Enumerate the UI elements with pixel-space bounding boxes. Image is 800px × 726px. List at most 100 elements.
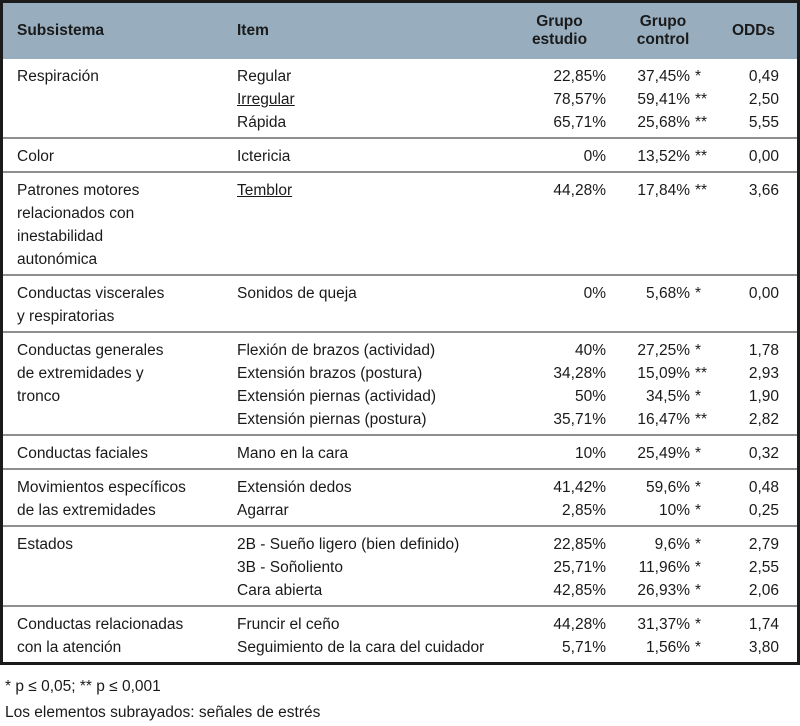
odds-value: 0,00 (748, 285, 779, 302)
significance-stars: * (695, 342, 702, 359)
odds-value: 0,48 (748, 479, 779, 496)
table-section: Color Ictericia 0% 13,52% ** 0,00 (3, 137, 797, 171)
table-section: Movimientos específicos de las extremida… (3, 468, 797, 525)
table-body: Respiración Regular 22,85% 37,45% * 0,49… (3, 59, 797, 662)
significance-stars: * (695, 559, 702, 576)
table-header-row: Subsistema Item Grupo estudio Grupo cont… (3, 3, 797, 59)
grupo-control-value: 1,56% (646, 639, 690, 656)
column-header-grupo-control: Grupo control (636, 13, 690, 48)
significance-stars: ** (695, 411, 708, 428)
odds-value: 2,93 (748, 365, 779, 382)
table-row: Sonidos de queja 0% 5,68% * 0,00 (223, 282, 797, 305)
grupo-estudio-value: 35,71% (553, 411, 606, 428)
item-label: Extensión brazos (postura) (237, 365, 423, 382)
section-rows: Extensión dedos 41,42% 59,6% * 0,48 Agar… (223, 476, 797, 522)
grupo-estudio-value: 5,71% (562, 639, 606, 656)
grupo-estudio-value: 50% (574, 388, 606, 405)
section-rows: Temblor 44,28% 17,84% ** 3,66 (223, 179, 797, 271)
subsystem-label: Respiración (17, 68, 99, 85)
item-label: Extensión piernas (postura) (237, 411, 427, 428)
section-rows: Regular 22,85% 37,45% * 0,49 Irregular 7… (223, 65, 797, 134)
odds-value: 0,25 (748, 502, 779, 519)
column-header-grupo-estudio: Grupo estudio (531, 13, 588, 48)
significance-stars: * (695, 388, 702, 405)
grupo-control-value: 15,09% (637, 365, 690, 382)
table-row: Extensión dedos 41,42% 59,6% * 0,48 (223, 476, 797, 499)
item-label: Regular (237, 68, 292, 85)
item-label: Cara abierta (237, 582, 323, 599)
table-row: Agarrar 2,85% 10% * 0,25 (223, 499, 797, 522)
table-section: Conductas generales de extremidades y tr… (3, 331, 797, 434)
subsystem-label: Patrones motores relacionados con inesta… (17, 182, 140, 268)
table-section: Conductas relacionadas con la atención F… (3, 605, 797, 662)
item-label: Ictericia (237, 148, 291, 165)
significance-stars: ** (695, 91, 708, 108)
item-label: Fruncir el ceño (237, 616, 340, 633)
grupo-estudio-value: 34,28% (553, 365, 606, 382)
grupo-control-value: 9,6% (654, 536, 690, 553)
table-section: Respiración Regular 22,85% 37,45% * 0,49… (3, 59, 797, 137)
grupo-control-value: 5,68% (646, 285, 690, 302)
grupo-estudio-value: 10% (574, 445, 606, 462)
item-label: Agarrar (237, 502, 289, 519)
significance-stars: * (695, 479, 702, 496)
grupo-control-value: 11,96% (638, 559, 690, 576)
grupo-control-value: 13,52% (637, 148, 690, 165)
table-row: Rápida 65,71% 25,68% ** 5,55 (223, 111, 797, 134)
section-rows: Flexión de brazos (actividad) 40% 27,25%… (223, 339, 797, 431)
table-row: Flexión de brazos (actividad) 40% 27,25%… (223, 339, 797, 362)
grupo-control-value: 34,5% (646, 388, 690, 405)
significance-stars: * (695, 68, 702, 85)
odds-value: 0,49 (748, 68, 779, 85)
significance-stars: * (695, 502, 702, 519)
table-row: 2B - Sueño ligero (bien definido) 22,85%… (223, 533, 797, 556)
table-row: Extensión piernas (postura) 35,71% 16,47… (223, 408, 797, 431)
section-rows: Mano en la cara 10% 25,49% * 0,32 (223, 442, 797, 465)
grupo-control-value: 37,45% (637, 68, 690, 85)
grupo-estudio-value: 0% (583, 285, 606, 302)
grupo-estudio-value: 78,57% (553, 91, 606, 108)
table-footnotes: * p ≤ 0,05; ** p ≤ 0,001 Los elementos s… (0, 674, 800, 726)
grupo-control-value: 25,49% (637, 445, 690, 462)
table-section: Conductas faciales Mano en la cara 10% 2… (3, 434, 797, 468)
grupo-estudio-value: 44,28% (553, 182, 606, 199)
item-label: 3B - Soñoliento (237, 559, 343, 576)
item-label: Extensión piernas (actividad) (237, 388, 437, 405)
significance-stars: * (695, 582, 702, 599)
column-header-odds: ODDs (731, 22, 776, 39)
table-row: Seguimiento de la cara del cuidador 5,71… (223, 636, 797, 659)
grupo-estudio-value: 41,42% (553, 479, 606, 496)
item-label: Flexión de brazos (actividad) (237, 342, 436, 359)
item-label: Temblor (237, 182, 293, 199)
table-row: Cara abierta 42,85% 26,93% * 2,06 (223, 579, 797, 602)
subsystem-label: Conductas viscerales y respiratorias (17, 285, 165, 325)
grupo-control-value: 17,84% (637, 182, 690, 199)
footnote-underline-note: Los elementos subrayados: señales de est… (5, 704, 321, 721)
section-rows: Sonidos de queja 0% 5,68% * 0,00 (223, 282, 797, 328)
grupo-control-value: 26,93% (637, 582, 690, 599)
item-label: Rápida (237, 114, 287, 131)
grupo-control-value: 59,6% (646, 479, 690, 496)
subsystem-label: Conductas relacionadas con la atención (17, 616, 184, 656)
table-row: Extensión brazos (postura) 34,28% 15,09%… (223, 362, 797, 385)
item-label: Seguimiento de la cara del cuidador (237, 639, 485, 656)
grupo-estudio-value: 65,71% (553, 114, 606, 131)
subsystem-label: Color (17, 148, 55, 165)
odds-value: 3,66 (748, 182, 779, 199)
column-header-item: Item (237, 22, 269, 39)
odds-value: 0,00 (748, 148, 779, 165)
table-row: Extensión piernas (actividad) 50% 34,5% … (223, 385, 797, 408)
odds-value: 1,78 (748, 342, 779, 359)
item-label: Irregular (237, 91, 295, 108)
grupo-estudio-value: 25,71% (553, 559, 606, 576)
odds-value: 2,79 (748, 536, 779, 553)
table-row: Mano en la cara 10% 25,49% * 0,32 (223, 442, 797, 465)
item-label: 2B - Sueño ligero (bien definido) (237, 536, 460, 553)
table-row: Temblor 44,28% 17,84% ** 3,66 (223, 179, 797, 202)
section-rows: Ictericia 0% 13,52% ** 0,00 (223, 145, 797, 168)
table-row: Irregular 78,57% 59,41% ** 2,50 (223, 88, 797, 111)
grupo-estudio-value: 2,85% (562, 502, 606, 519)
table-row: Regular 22,85% 37,45% * 0,49 (223, 65, 797, 88)
footnote-significance: * p ≤ 0,05; ** p ≤ 0,001 (5, 678, 161, 695)
grupo-estudio-value: 22,85% (553, 536, 606, 553)
